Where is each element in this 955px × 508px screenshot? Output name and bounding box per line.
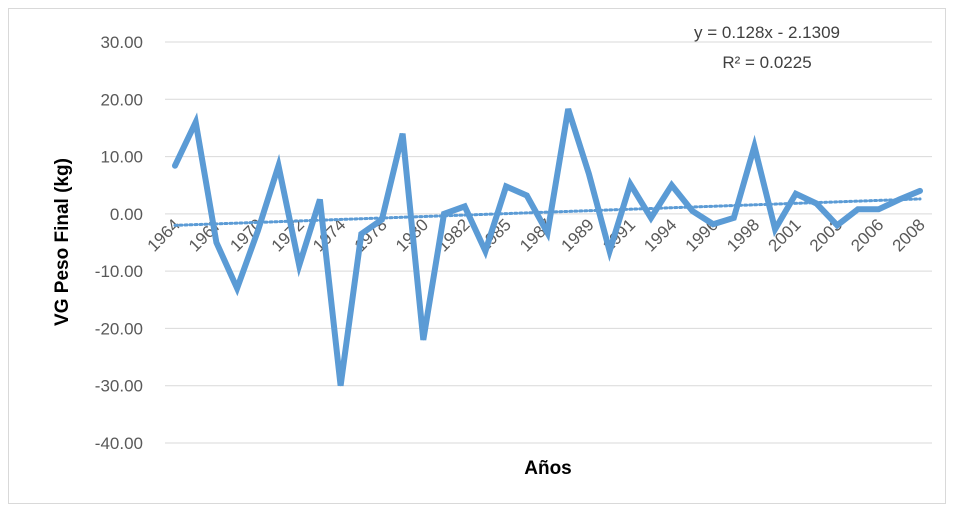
y-tick-label: 30.00	[100, 33, 143, 52]
data-point	[857, 208, 859, 210]
chart-frame	[8, 8, 946, 504]
data-point	[340, 385, 342, 387]
data-point	[836, 224, 838, 226]
data-point	[650, 217, 652, 219]
y-tick-label: -40.00	[95, 434, 143, 453]
data-point	[298, 264, 300, 266]
data-point	[464, 205, 466, 207]
trendline-layer	[173, 197, 922, 227]
data-point	[712, 223, 714, 225]
data-point	[919, 190, 921, 192]
data-point	[484, 250, 486, 252]
trendline-r2: R² = 0.0225	[722, 53, 811, 72]
data-point	[567, 108, 569, 110]
data-point	[733, 217, 735, 219]
y-tick-label: -30.00	[95, 377, 143, 396]
data-point	[691, 210, 693, 212]
data-point	[795, 193, 797, 195]
x-tick-label: 1964	[144, 215, 184, 255]
data-point	[753, 145, 755, 147]
y-tick-labels: 30.00 20.00 10.00 0.00 -10.00 -20.00 -30.00 -40…	[95, 33, 143, 453]
data-point	[443, 213, 445, 215]
data-point	[174, 165, 176, 167]
y-tick-label: 0.00	[110, 205, 143, 224]
y-tick-label: -10.00	[95, 262, 143, 281]
y-axis-title: VG Peso Final (kg)	[52, 158, 73, 326]
data-point	[215, 242, 217, 243]
data-point	[236, 287, 238, 289]
x-tick-label: 1994	[640, 215, 680, 255]
data-point	[422, 339, 424, 341]
x-tick-label: 2006	[847, 215, 887, 255]
x-tick-label: 1989	[558, 215, 598, 255]
y-tick-label: -20.00	[95, 319, 143, 338]
data-point	[816, 203, 818, 205]
data-point	[774, 228, 776, 230]
y-tick-label: 10.00	[100, 148, 143, 167]
data-point	[898, 199, 900, 201]
data-point	[526, 195, 528, 197]
data-point	[629, 183, 631, 185]
data-point	[402, 133, 404, 135]
data-point	[257, 230, 259, 232]
gridlines	[165, 41, 932, 444]
data-point	[277, 165, 279, 167]
data-point	[319, 199, 321, 201]
y-tick-label: 20.00	[100, 90, 143, 109]
data-point	[878, 208, 880, 210]
data-point	[381, 219, 383, 221]
data-point	[588, 173, 590, 175]
data-point	[505, 185, 507, 187]
series-layer	[172, 108, 923, 387]
x-axis-title: Años	[524, 458, 572, 479]
x-tick-label: 2008	[889, 215, 929, 255]
trendline-equation: y = 0.128x - 2.1309	[694, 23, 840, 42]
data-point	[195, 121, 197, 123]
data-point	[671, 184, 673, 186]
data-point	[360, 233, 362, 235]
trendline	[173, 197, 922, 227]
data-point	[547, 232, 548, 234]
data-point	[609, 250, 611, 252]
